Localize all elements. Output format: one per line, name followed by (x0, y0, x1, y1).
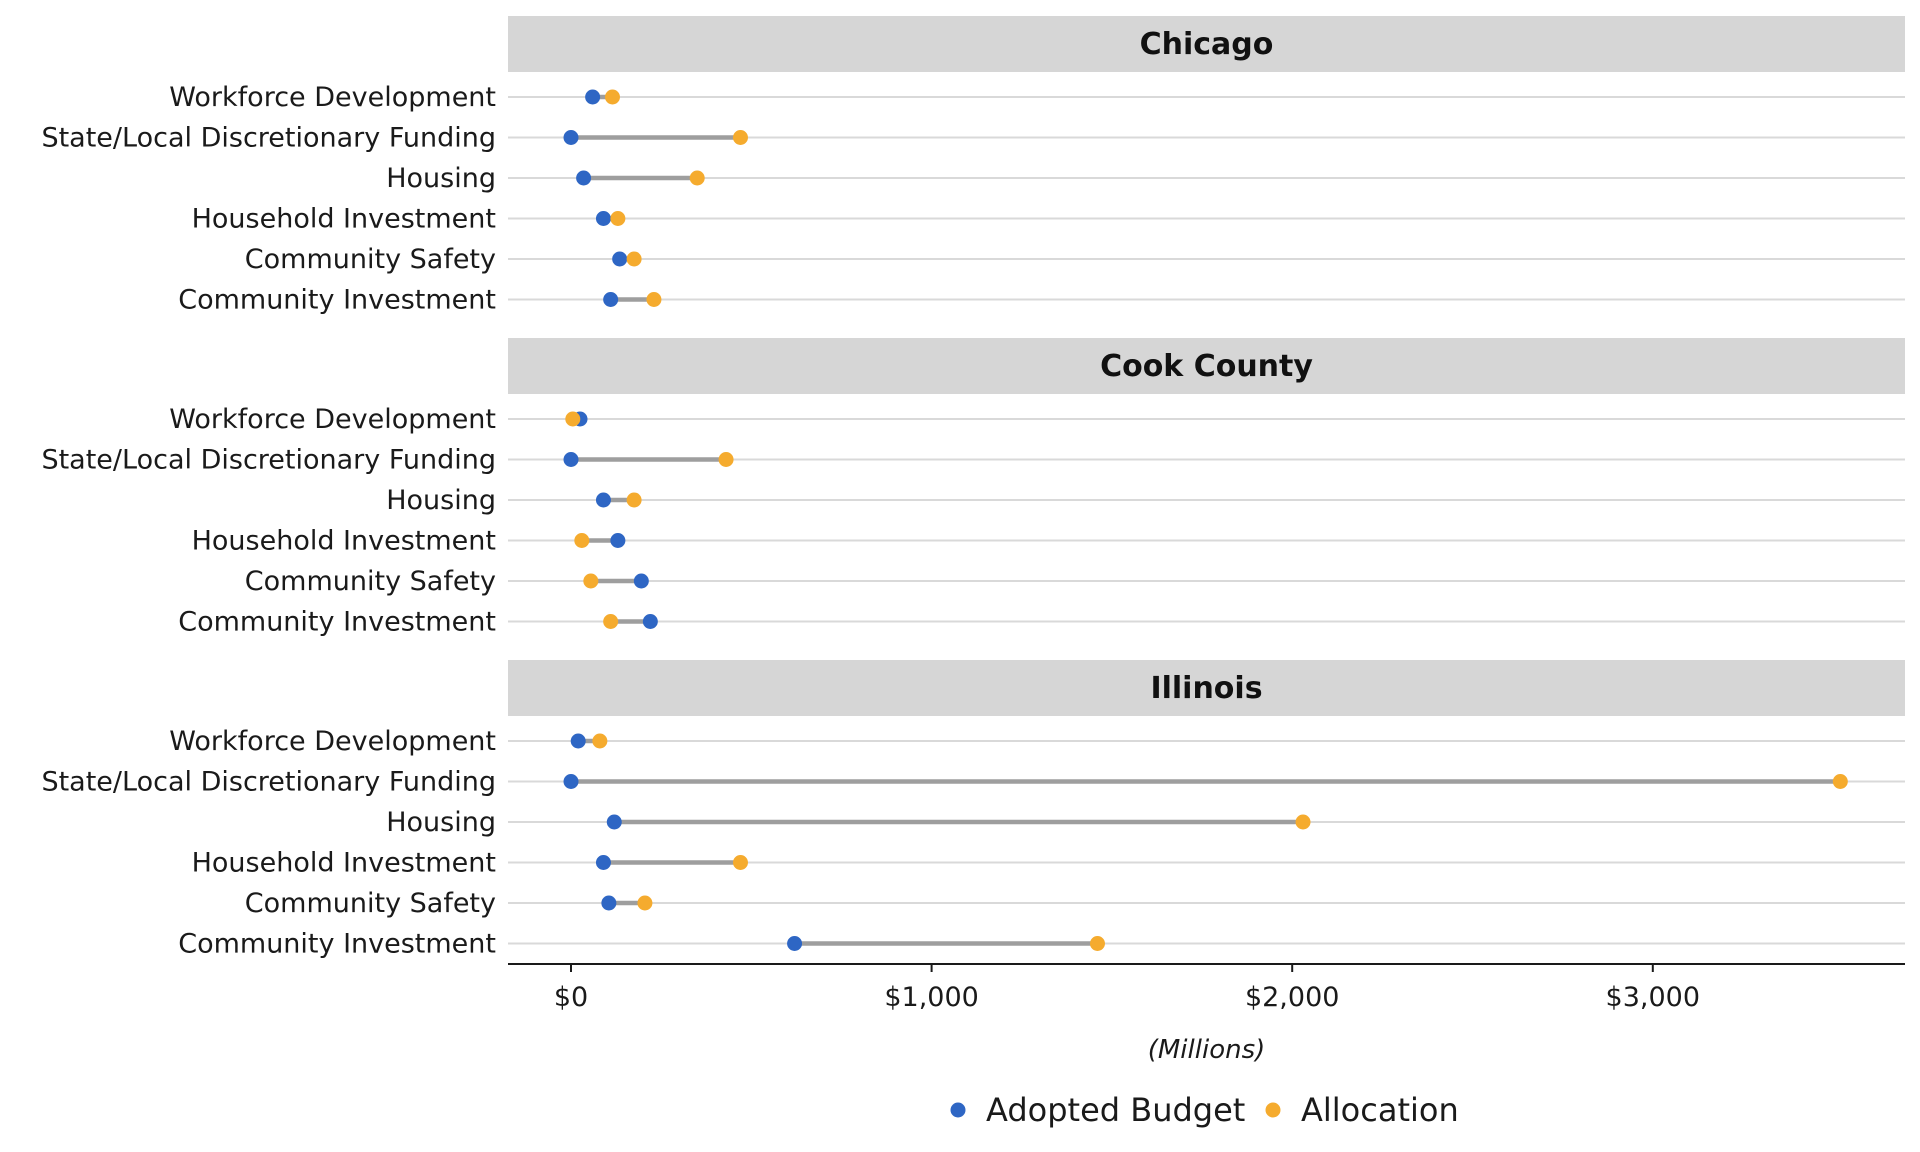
adopted-budget-point (595, 211, 611, 226)
adopted-budget-point (642, 614, 658, 629)
category-label: Housing (386, 163, 496, 194)
adopted-budget-point (563, 130, 579, 145)
adopted-budget-point (601, 895, 617, 911)
category-label: Workforce Development (169, 82, 496, 113)
x-tick-label: $3,000 (1606, 982, 1700, 1013)
category-label: State/Local Discretionary Funding (41, 123, 496, 154)
panel-strip (508, 660, 1905, 716)
category-label: Workforce Development (169, 726, 496, 757)
adopted-budget-point (633, 573, 649, 589)
adopted-budget-point (610, 533, 626, 548)
allocation-point (689, 170, 705, 186)
category-label: State/Local Discretionary Funding (41, 767, 496, 798)
panel-title: Chicago (1140, 27, 1274, 62)
category-label: Community Investment (178, 285, 496, 316)
allocation-point (718, 452, 734, 467)
category-label: Household Investment (192, 204, 496, 235)
category-label: Community Investment (178, 607, 496, 638)
legend: Adopted Budget Allocation (950, 1091, 1459, 1129)
adopted-budget-point (563, 774, 579, 789)
allocation-point (604, 89, 620, 105)
allocation-point (603, 614, 619, 629)
panel-strip (508, 338, 1905, 394)
allocation-point (592, 733, 608, 749)
adopted-budget-point (603, 292, 619, 307)
panel-title: Cook County (1100, 349, 1313, 384)
category-label: State/Local Discretionary Funding (41, 445, 496, 476)
adopted-budget-point (585, 89, 601, 105)
allocation-point (565, 411, 581, 427)
allocation-point (610, 211, 626, 226)
category-label: Housing (386, 807, 496, 838)
x-axis: $0 $1,000 $2,000 $3,000 (508, 963, 1905, 1013)
allocation-point (646, 292, 662, 307)
legend-label: Adopted Budget (986, 1091, 1245, 1129)
category-label: Household Investment (192, 526, 496, 557)
adopted-budget-point (563, 452, 579, 467)
category-label: Household Investment (192, 848, 496, 879)
allocation-point (626, 251, 642, 267)
allocation-point (1295, 814, 1311, 830)
category-label: Housing (386, 485, 496, 516)
x-tick-label: $2,000 (1245, 982, 1339, 1013)
panel-strip (508, 16, 1905, 72)
adopted-budget-point (576, 170, 592, 186)
adopted-budget-point (570, 733, 586, 749)
panels: Chicago Workforce Development State/Local … (41, 16, 1905, 960)
category-label: Workforce Development (169, 404, 496, 435)
x-axis-title: (Millions) (1148, 1035, 1266, 1065)
x-tick-label: $0 (554, 982, 588, 1013)
category-label: Community Safety (245, 888, 496, 919)
panel-1: Cook County Workforce Development State/Lo… (41, 338, 1905, 638)
category-label: Community Investment (178, 929, 496, 960)
adopted-budget-point (612, 251, 628, 267)
x-tick-label: $1,000 (884, 982, 978, 1013)
panel-2: Illinois Workforce Development State/Local… (41, 660, 1905, 960)
adopted-budget-point (787, 936, 803, 951)
allocation-point (637, 895, 653, 911)
adopted-budget-point (595, 492, 611, 508)
panel-title: Illinois (1150, 671, 1262, 706)
allocation-point (574, 533, 590, 548)
allocation-point (732, 855, 748, 870)
allocation-point (583, 573, 599, 589)
allocation-point (1089, 936, 1105, 951)
category-label: Community Safety (245, 566, 496, 597)
adopted-budget-point (595, 855, 611, 870)
category-label: Community Safety (245, 244, 496, 275)
allocation-point (732, 130, 748, 145)
legend-label: Allocation (1301, 1091, 1459, 1129)
legend-swatch (950, 1102, 966, 1118)
legend-swatch (1265, 1102, 1281, 1118)
allocation-point (626, 492, 642, 508)
allocation-point (1832, 774, 1848, 789)
adopted-budget-point (606, 814, 622, 830)
panel-0: Chicago Workforce Development State/Local … (41, 16, 1905, 316)
